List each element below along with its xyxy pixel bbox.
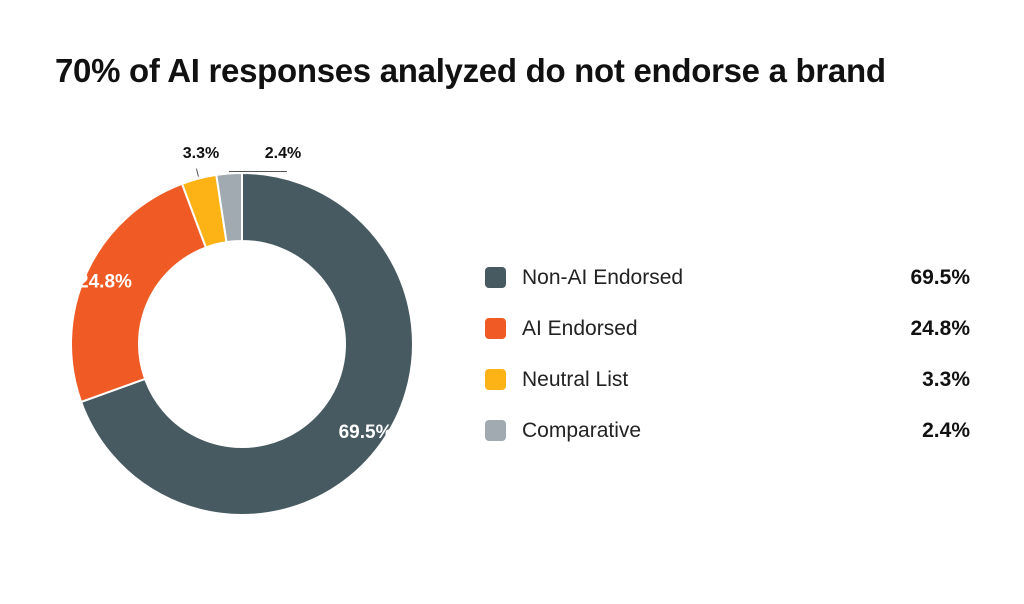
legend-swatch-comparative [485, 420, 506, 441]
legend-swatch-neutral-list [485, 369, 506, 390]
slice-label-comparative: 2.4% [265, 145, 301, 162]
legend-label-neutral-list: Neutral List [522, 367, 629, 391]
legend-label-non-ai-endorsed: Non-AI Endorsed [522, 265, 684, 289]
legend-value-comparative: 2.4% [922, 418, 970, 442]
legend-label-ai-endorsed: AI Endorsed [522, 316, 638, 340]
donut-slice-non-ai-endorsed [79, 171, 414, 516]
legend-value-non-ai-endorsed: 69.5% [910, 265, 970, 289]
legend-swatch-ai-endorsed [485, 318, 506, 339]
slice-label-ai-endorsed: 24.8% [78, 272, 132, 293]
donut-slice-comparative [215, 171, 243, 244]
legend-value-neutral-list: 3.3% [922, 367, 970, 391]
slice-label-neutral-list: 3.3% [183, 145, 219, 162]
slice-label-non-ai-endorsed: 69.5% [339, 422, 393, 443]
legend-swatch-non-ai-endorsed [485, 267, 506, 288]
leader-line-neutral-list [195, 168, 199, 177]
legend: Non-AI Endorsed 69.5% AI Endorsed 24.8% … [485, 252, 970, 456]
legend-item-ai-endorsed: AI Endorsed 24.8% [485, 303, 970, 354]
donut-slice-ai-endorsed [70, 182, 208, 404]
legend-item-neutral-list: Neutral List 3.3% [485, 354, 970, 405]
chart-title: 70% of AI responses analyzed do not endo… [55, 52, 886, 89]
legend-item-non-ai-endorsed: Non-AI Endorsed 69.5% [485, 252, 970, 303]
legend-item-comparative: Comparative 2.4% [485, 405, 970, 456]
legend-value-ai-endorsed: 24.8% [910, 316, 970, 340]
legend-label-comparative: Comparative [522, 418, 642, 442]
